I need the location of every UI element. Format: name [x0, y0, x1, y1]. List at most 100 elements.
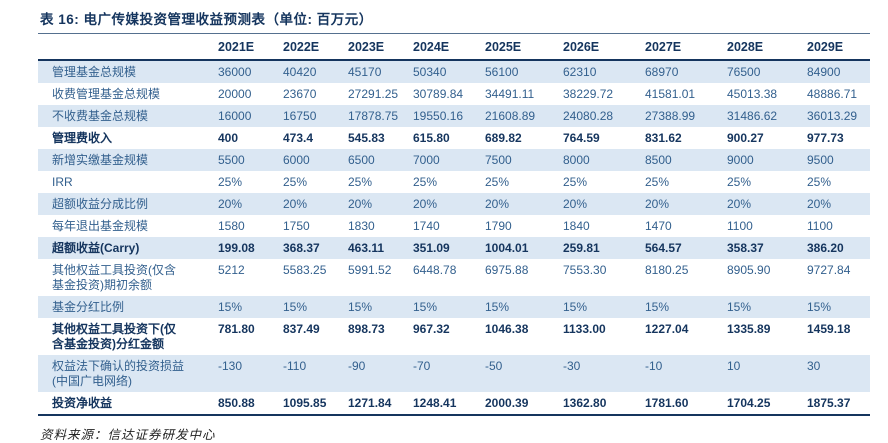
cell: 6448.78	[413, 263, 457, 277]
column-header: 2027E	[645, 34, 727, 61]
source-note: 资料来源：信达证券研发中心	[40, 428, 216, 442]
cell: 31486.62	[727, 109, 778, 123]
row-label: 收费管理基金总规模	[52, 87, 161, 101]
row-label: 不收费基金总规模	[52, 109, 149, 123]
cell: 45013.38	[727, 87, 778, 101]
cell: -10	[645, 359, 663, 373]
cell: 7553.30	[563, 263, 607, 277]
cell: 1227.04	[645, 322, 689, 336]
cell: 1840	[563, 219, 590, 233]
column-header: 2021E	[218, 34, 283, 61]
cell: 386.20	[807, 241, 844, 255]
cell: 1830	[348, 219, 375, 233]
cell: 15%	[348, 300, 373, 314]
cell: -70	[413, 359, 431, 373]
cell: 20000	[218, 87, 252, 101]
cell: 1100	[807, 219, 833, 233]
column-header: 2028E	[727, 34, 807, 61]
cell: 30789.84	[413, 87, 464, 101]
cell: 40420	[283, 65, 317, 79]
cell: 463.11	[348, 241, 385, 255]
cell: 898.73	[348, 322, 385, 336]
cell: 1459.18	[807, 322, 851, 336]
cell: 5212	[218, 263, 245, 277]
cell: 20%	[727, 197, 752, 211]
row-label: 其他权益工具投资(仅含 基金投资)期初余额	[52, 263, 176, 292]
cell: 15%	[413, 300, 438, 314]
column-header: 2025E	[485, 34, 563, 61]
table-row: 收费管理基金总规模 20000 23670 27291.25 30789.84 34491…	[38, 83, 870, 105]
cell: 5500	[218, 153, 245, 167]
cell: 199.08	[218, 241, 255, 255]
table-body: 管理基金总规模 36000 40420 45170 50340 56100 62310 689…	[38, 60, 870, 415]
cell: 10	[727, 359, 741, 373]
cell: 564.57	[645, 241, 682, 255]
column-header: 2024E	[413, 34, 485, 61]
table-title: 表 16: 电广传媒投资管理收益预测表（单位: 百万元）	[38, 7, 870, 34]
row-label: 新增实缴基金规模	[52, 153, 149, 167]
row-label: 基金分红比例	[52, 300, 125, 314]
cell: 1271.84	[348, 396, 392, 410]
cell: 25%	[727, 175, 752, 189]
cell: 27388.99	[645, 109, 696, 123]
cell: 977.73	[807, 131, 844, 145]
cell: 1875.37	[807, 396, 851, 410]
cell: 9500	[807, 153, 834, 167]
cell: 781.80	[218, 322, 255, 336]
cell: 1470	[645, 219, 672, 233]
column-header: 2023E	[348, 34, 413, 61]
cell: 7000	[413, 153, 440, 167]
cell: 45170	[348, 65, 382, 79]
cell: 689.82	[485, 131, 522, 145]
cell: -30	[563, 359, 581, 373]
cell: 23670	[283, 87, 317, 101]
cell: 20%	[348, 197, 373, 211]
table-row: IRR 25% 25% 25% 25% 25% 25% 25% 25% 25%	[38, 171, 870, 193]
cell: 351.09	[413, 241, 450, 255]
row-label: 管理费收入	[52, 131, 113, 145]
cell: 1750	[283, 219, 310, 233]
cell: 1790	[485, 219, 512, 233]
cell: 1100	[727, 219, 753, 233]
cell: 25%	[283, 175, 308, 189]
table-row: 权益法下确认的投资损益 (中国广电网络) -130 -110 -90 -70 -50 -30…	[38, 355, 870, 392]
cell: 7500	[485, 153, 512, 167]
cell: 615.80	[413, 131, 450, 145]
cell: 1704.25	[727, 396, 771, 410]
cell: 8180.25	[645, 263, 689, 277]
cell: 20%	[283, 197, 308, 211]
cell: 21608.89	[485, 109, 536, 123]
cell: 20%	[413, 197, 438, 211]
cell: 1133.00	[563, 322, 606, 336]
cell: 1004.01	[485, 241, 529, 255]
cell: 15%	[807, 300, 832, 314]
cell: 1362.80	[563, 396, 607, 410]
row-label: 超额收益(Carry)	[52, 241, 140, 255]
cell: 25%	[645, 175, 670, 189]
table-row: 其他权益工具投资(仅含 基金投资)期初余额 5212 5583.25 5991.52 6…	[38, 259, 870, 296]
cell: 16000	[218, 109, 252, 123]
cell: 25%	[485, 175, 510, 189]
cell: 8000	[563, 153, 590, 167]
cell: 764.59	[563, 131, 600, 145]
row-label: 其他权益工具投资下(仅 含基金投资)分红金额	[52, 322, 176, 351]
corner-cell	[38, 34, 218, 61]
header-row: 2021E 2022E 2023E 2024E 2025E 2026E 2027E 2028E…	[38, 34, 870, 61]
cell: 50340	[413, 65, 447, 79]
cell: 368.37	[283, 241, 320, 255]
cell: 1095.85	[283, 396, 327, 410]
table-row: 基金分红比例 15% 15% 15% 15% 15% 15% 15% 15% 15%	[38, 296, 870, 318]
table-row: 管理费收入 400 473.4 545.83 615.80 689.82 764.59 831…	[38, 127, 870, 149]
cell: 20%	[563, 197, 588, 211]
cell: 837.49	[283, 322, 320, 336]
cell: 6500	[348, 153, 375, 167]
table-row: 每年退出基金规模 1580 1750 1830 1740 1790 1840 1470 1100…	[38, 215, 870, 237]
cell: -130	[218, 359, 243, 373]
cell: 15%	[727, 300, 752, 314]
cell: 9727.84	[807, 263, 851, 277]
cell: 400	[218, 131, 239, 145]
cell: 9000	[727, 153, 754, 167]
cell: 48886.71	[807, 87, 858, 101]
cell: 967.32	[413, 322, 450, 336]
cell: 8905.90	[727, 263, 771, 277]
